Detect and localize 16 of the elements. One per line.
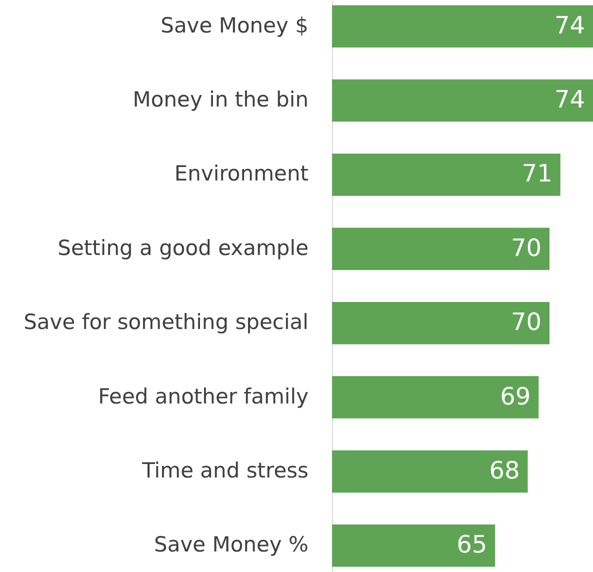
y-tick-label: Setting a good example xyxy=(58,236,308,260)
y-tick-label: Money in the bin xyxy=(132,88,308,112)
y-tick-label: Save for something special xyxy=(24,310,308,334)
data-label: 68 xyxy=(489,456,520,484)
y-tick-label: Environment xyxy=(174,162,308,186)
data-label: 74 xyxy=(554,11,585,40)
data-label: 70 xyxy=(510,234,542,262)
y-tick-label: Save Money $ xyxy=(160,13,308,38)
data-label: 71 xyxy=(522,160,552,188)
data-label: 74 xyxy=(554,86,585,114)
data-label: 70 xyxy=(510,308,542,336)
y-tick-label: Time and stress xyxy=(141,458,308,482)
y-tick-label: Feed another family xyxy=(98,384,308,408)
data-label: 69 xyxy=(500,382,531,410)
data-label: 65 xyxy=(456,530,488,559)
y-tick-label: Save Money % xyxy=(154,532,308,557)
